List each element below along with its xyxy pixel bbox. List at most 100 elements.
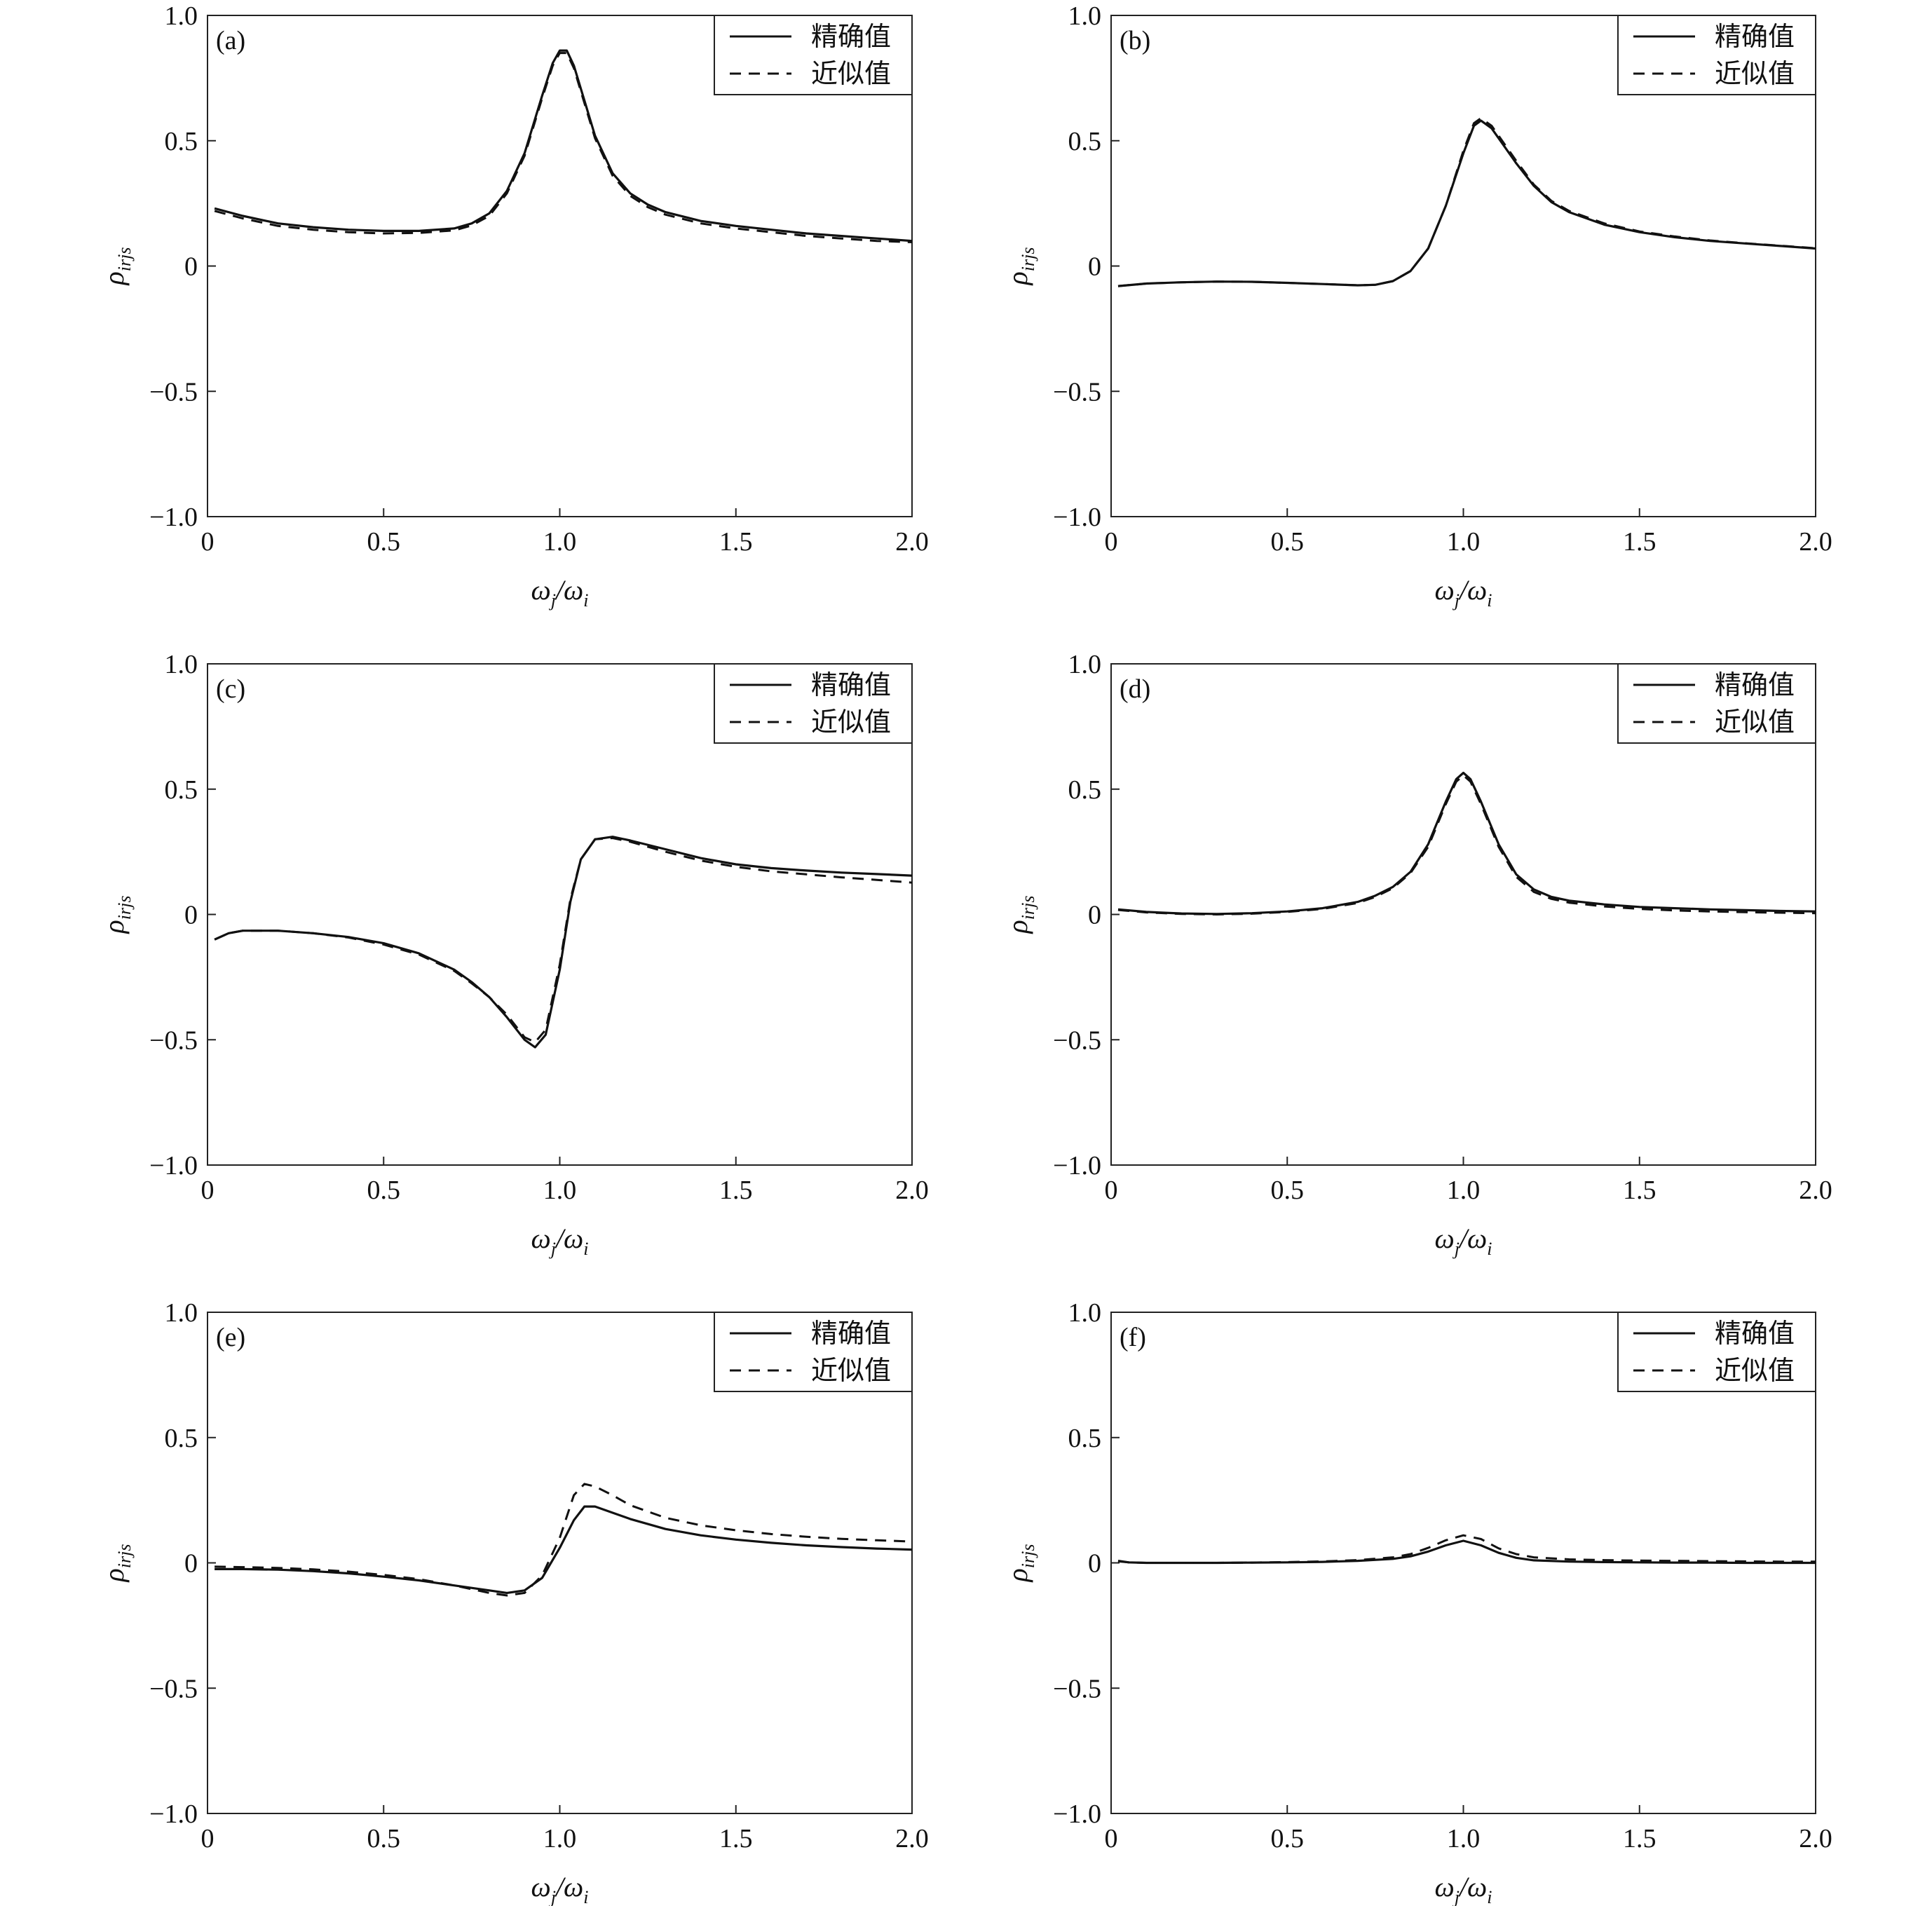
x-tick-label: 0 — [1105, 527, 1118, 557]
legend-label: 近似值 — [1715, 707, 1795, 737]
x-axis-label-part: /ω — [555, 1871, 583, 1902]
x-tick-label: 1.5 — [719, 1824, 753, 1853]
x-tick-label: 1.0 — [1447, 1824, 1481, 1853]
x-axis-label: ωj/ωi — [531, 1223, 588, 1259]
x-axis-label-part: i — [1487, 1239, 1492, 1259]
panel-label: (e) — [216, 1323, 245, 1352]
y-axis-label-main: ρ — [98, 920, 130, 934]
series-line-approx — [1117, 117, 1816, 287]
x-axis-label-part: j — [549, 1887, 556, 1906]
legend-label: 精确值 — [811, 1318, 891, 1349]
panel-label: (c) — [216, 674, 245, 704]
y-tick-label: 0.5 — [165, 127, 198, 156]
x-axis-label-part: i — [1487, 590, 1492, 611]
series-line-approx — [214, 52, 913, 243]
x-axis-label-part: ω — [1434, 1871, 1454, 1902]
x-axis-label-part: j — [1453, 590, 1460, 611]
x-tick-label: 1.0 — [543, 1824, 577, 1853]
y-tick-label: 0 — [184, 901, 198, 930]
x-tick-label: 2.0 — [1799, 527, 1832, 557]
x-axis-label-part: ω — [1434, 1223, 1454, 1254]
legend-label: 精确值 — [1715, 1318, 1795, 1349]
x-axis-label: ωj/ωi — [531, 574, 588, 611]
chart-panel-c: 0 0.5 1.0 1.5 2.0 −1.0 −0.5 0 0.5 1.0 ωj/ωi ρirjs (c… — [98, 650, 929, 1259]
y-tick-label: −1.0 — [1053, 503, 1101, 532]
legend-label: 近似值 — [811, 707, 891, 737]
legend-box — [714, 1312, 913, 1392]
x-tick-label: 0 — [1105, 1824, 1118, 1853]
y-tick-label: −0.5 — [149, 1026, 198, 1055]
x-tick-label: 2.0 — [895, 527, 929, 557]
x-axis-label-part: ω — [1434, 574, 1454, 606]
chart-panel-e: 0 0.5 1.0 1.5 2.0 −1.0 −0.5 0 0.5 1.0 ωj/ωi ρirjs (e… — [98, 1298, 929, 1906]
y-tick-label: −0.5 — [1053, 1674, 1101, 1703]
x-tick-label: 1.5 — [1623, 527, 1657, 557]
x-axis-label: ωj/ωi — [531, 1871, 588, 1906]
y-axis-label-main: ρ — [1002, 920, 1033, 934]
legend-label: 近似值 — [811, 58, 891, 89]
x-tick-label: 0 — [201, 527, 215, 557]
y-axis-label-main: ρ — [1002, 271, 1033, 286]
y-tick-label: 0.5 — [1068, 775, 1102, 805]
x-tick-label: 0.5 — [367, 1176, 401, 1205]
x-tick-label: 2.0 — [895, 1176, 929, 1205]
y-axis-label-sub: irjs — [1018, 247, 1038, 272]
legend-label: 近似值 — [811, 1355, 891, 1386]
y-axis-label-sub: irjs — [1018, 1544, 1038, 1569]
x-axis-label-part: /ω — [555, 574, 583, 606]
x-tick-label: 0 — [1105, 1176, 1118, 1205]
x-axis-label-part: j — [549, 590, 556, 611]
y-tick-label: −0.5 — [1053, 377, 1101, 407]
panel-label: (d) — [1120, 674, 1150, 704]
y-axis-label: ρirjs — [98, 247, 135, 287]
legend-box — [1617, 663, 1816, 744]
y-axis-label-sub: irjs — [114, 247, 135, 272]
y-axis-label: ρirjs — [98, 1544, 135, 1584]
x-axis-label-part: /ω — [1458, 1223, 1487, 1254]
legend-label: 精确值 — [811, 21, 891, 52]
y-axis-label-main: ρ — [1002, 1568, 1033, 1583]
legend-box — [1617, 15, 1816, 95]
y-tick-label: −1.0 — [149, 503, 198, 532]
y-axis-label-sub: irjs — [114, 1544, 135, 1569]
panel-label: (f) — [1120, 1323, 1146, 1352]
y-tick-label: −1.0 — [149, 1151, 198, 1180]
y-tick-label: −1.0 — [1053, 1799, 1101, 1829]
y-axis-label: ρirjs — [1002, 1544, 1038, 1584]
series-line-approx — [1117, 774, 1816, 915]
legend-label: 近似值 — [1715, 1355, 1795, 1386]
x-axis-label: ωj/ωi — [1434, 1223, 1492, 1259]
x-axis-label-part: i — [583, 590, 588, 611]
x-axis-label-part: /ω — [1458, 1871, 1487, 1902]
y-tick-label: 0.5 — [1068, 1424, 1102, 1453]
x-tick-label: 1.0 — [1447, 527, 1481, 557]
series-line-exact — [214, 49, 913, 243]
x-tick-label: 0 — [201, 1824, 215, 1853]
x-tick-label: 1.5 — [719, 527, 753, 557]
chart-panel-a: 0 0.5 1.0 1.5 2.0 −1.0 −0.5 0 0.5 1.0 ωj/ωi ρirjs (a… — [98, 1, 929, 611]
series-line-exact — [1117, 1539, 1816, 1565]
x-axis-label-part: j — [1453, 1887, 1460, 1906]
y-axis-label-main: ρ — [98, 1568, 130, 1583]
x-tick-label: 0.5 — [367, 1824, 401, 1853]
y-axis-label: ρirjs — [98, 896, 135, 935]
x-tick-label: 0.5 — [1271, 527, 1305, 557]
series-line-exact — [1117, 119, 1816, 287]
x-axis-label-part: j — [549, 1239, 556, 1259]
x-tick-label: 1.0 — [1447, 1176, 1481, 1205]
x-axis-label-part: j — [1453, 1239, 1460, 1259]
legend-box — [1617, 1312, 1816, 1392]
series-line-exact — [1117, 771, 1816, 915]
x-axis-label-part: ω — [531, 1871, 550, 1902]
x-tick-label: 1.5 — [719, 1176, 753, 1205]
series-line-exact — [215, 1505, 913, 1594]
y-tick-label: 1.0 — [1068, 1298, 1102, 1328]
y-tick-label: 1.0 — [165, 1298, 198, 1328]
series-line-approx — [1117, 1534, 1816, 1564]
x-tick-label: 1.0 — [543, 1176, 577, 1205]
legend-label: 近似值 — [1715, 58, 1795, 89]
y-axis-label: ρirjs — [1002, 896, 1038, 935]
series-line-approx — [215, 1483, 913, 1597]
